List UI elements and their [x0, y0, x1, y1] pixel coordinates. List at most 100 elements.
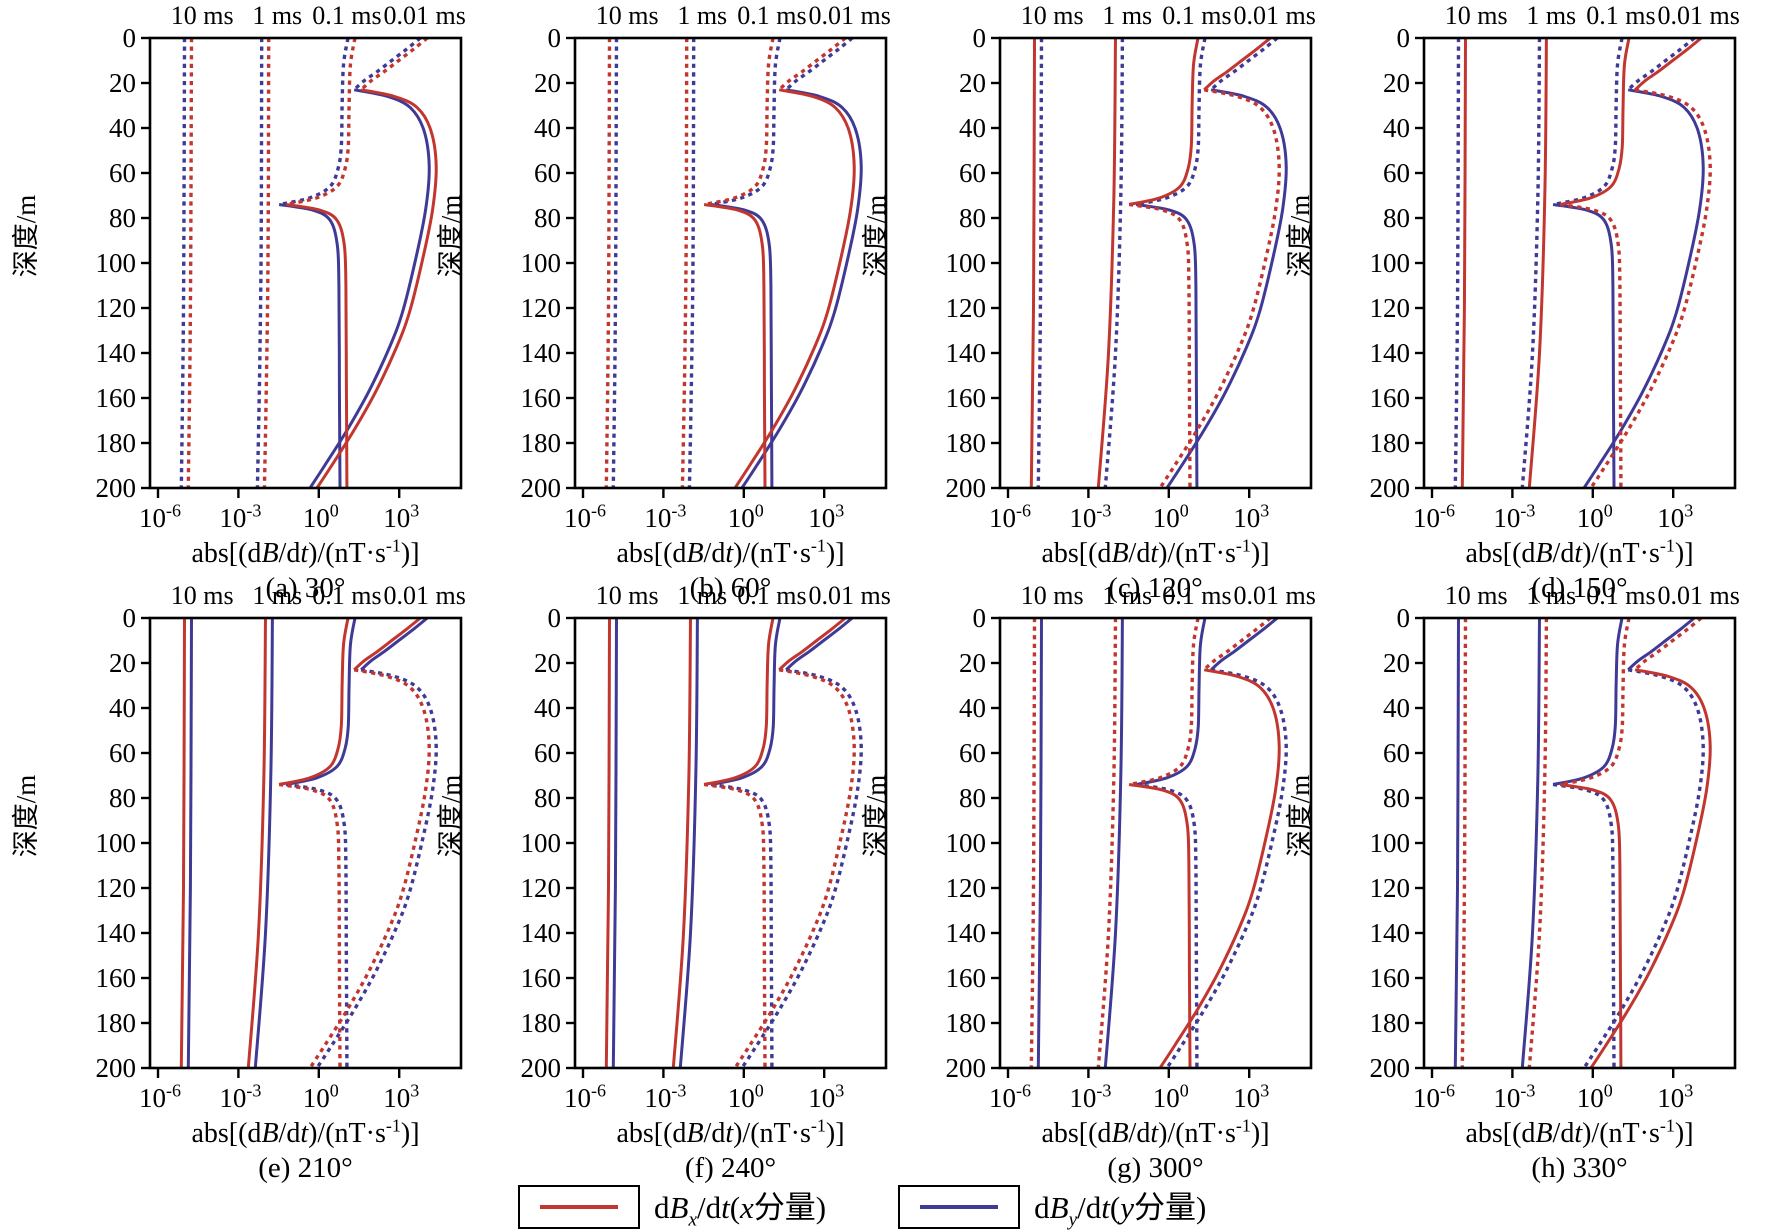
legend-label-x-component: dBx/dt(x分量)	[654, 1190, 827, 1231]
gate-label-h-2: 0.1 ms	[1586, 581, 1655, 610]
gate-label-a-0: 10 ms	[171, 1, 234, 30]
plot-frame-f	[573, 616, 888, 1070]
curve-c-gate0-red	[1029, 37, 1036, 489]
curve-b-gate1-red	[680, 37, 689, 489]
y-tick-label-d-200: 200	[1370, 473, 1411, 503]
y-tick-label-c-120: 120	[946, 293, 987, 323]
curve-g-gate0-blue	[1036, 617, 1043, 1069]
gate-label-h-0: 10 ms	[1445, 581, 1508, 610]
curve-c-gate3-red-upper	[1203, 36, 1272, 91]
x-tick-label-a--3: 10-3	[219, 501, 261, 533]
y-tick-label-d-40: 40	[1383, 113, 1410, 143]
y-tick-label-g-180: 180	[946, 1008, 987, 1038]
panel-c: 10 ms 1 ms 0.1 ms 0.01 ms 0 20 40 60 80 100 120 140…	[861, 1, 1316, 604]
x-tick-label-e-0: 100	[303, 1081, 339, 1113]
curve-a-gate1-blue	[255, 37, 264, 489]
curve-h-gate2-blue-upper	[1552, 617, 1624, 786]
curve-d-gate0-blue	[1453, 37, 1461, 489]
y-tick-label-a-40: 40	[109, 113, 136, 143]
curve-c-gate3-blue-lower	[1165, 88, 1288, 489]
legend-item-y-component: dBy/dt(y分量)	[898, 1182, 1206, 1231]
y-tick-label-g-0: 0	[973, 603, 987, 633]
x-tick-label-c--6: 10-6	[989, 501, 1031, 533]
y-tick-label-a-60: 60	[109, 158, 136, 188]
caption-h: (h) 330°	[1531, 1152, 1627, 1184]
curve-a-gate3-blue-lower	[308, 88, 431, 489]
y-tick-label-f-60: 60	[534, 738, 561, 768]
y-tick-label-f-100: 100	[521, 828, 562, 858]
y-tick-label-c-80: 80	[959, 203, 986, 233]
gate-label-a-3: 0.01 ms	[383, 1, 465, 30]
x-tick-label-g--3: 10-3	[1069, 1081, 1111, 1113]
y-tick-label-b-40: 40	[534, 113, 561, 143]
curve-e-gate2-red-upper	[278, 617, 350, 786]
curve-a-gate2-red-lower	[285, 203, 349, 489]
y-tick-label-e-180: 180	[96, 1008, 137, 1038]
legend-swatch-box-x	[518, 1184, 640, 1229]
gate-label-c-0: 10 ms	[1021, 1, 1084, 30]
y-tick-label-e-100: 100	[96, 828, 137, 858]
gate-label-g-1: 1 ms	[1102, 581, 1152, 610]
panel-h: 10 ms 1 ms 0.1 ms 0.01 ms 0 20 40 60 80 100 120 140…	[1285, 581, 1740, 1184]
curve-f-gate2-blue-upper	[710, 617, 782, 786]
curve-f-gate1-red	[671, 617, 692, 1069]
y-tick-label-h-140: 140	[1370, 918, 1411, 948]
curve-d-gate3-red-lower	[1589, 88, 1712, 489]
gate-label-h-1: 1 ms	[1526, 581, 1576, 610]
y-axis-label-g: 深度/m	[861, 775, 891, 858]
y-tick-label-e-0: 0	[123, 603, 137, 633]
y-axis-label-d: 深度/m	[1285, 195, 1315, 278]
caption-g: (g) 300°	[1107, 1152, 1203, 1184]
y-tick-label-b-180: 180	[521, 428, 562, 458]
caption-c: (c) 120°	[1108, 572, 1203, 604]
gate-label-f-2: 0.1 ms	[737, 581, 806, 610]
y-tick-label-a-0: 0	[123, 23, 137, 53]
curve-c-gate2-blue-lower	[1135, 203, 1199, 489]
y-axis-label-h: 深度/m	[1285, 775, 1315, 858]
y-tick-label-g-120: 120	[946, 873, 987, 903]
curve-a-gate3-blue-upper	[353, 36, 422, 92]
curve-c-gate1-red	[1096, 37, 1117, 489]
curve-b-gate3-blue-upper	[784, 36, 854, 92]
x-tick-label-f-0: 100	[728, 1081, 764, 1113]
curve-g-gate2-red-lower	[1128, 783, 1192, 1069]
y-tick-label-g-100: 100	[946, 828, 987, 858]
y-tick-label-e-200: 200	[96, 1053, 137, 1083]
curve-c-gate2-blue-upper	[1135, 37, 1207, 207]
gate-label-b-1: 1 ms	[677, 1, 727, 30]
x-tick-label-a-3: 103	[383, 501, 419, 533]
x-tick-label-d-3: 103	[1657, 501, 1693, 533]
curve-e-gate3-red-upper	[353, 616, 422, 671]
y-tick-label-c-140: 140	[946, 338, 987, 368]
y-tick-label-c-200: 200	[946, 473, 987, 503]
y-tick-label-b-200: 200	[521, 473, 562, 503]
y-axis-label-f: 深度/m	[436, 775, 466, 858]
y-axis-label-c: 深度/m	[861, 195, 891, 278]
gate-label-a-1: 1 ms	[252, 1, 302, 30]
curve-f-gate1-blue	[678, 617, 699, 1069]
y-tick-label-b-20: 20	[534, 68, 561, 98]
x-tick-label-h-0: 100	[1577, 1081, 1613, 1113]
y-tick-label-e-140: 140	[96, 918, 137, 948]
curve-g-gate2-blue-upper	[1135, 617, 1207, 786]
curve-f-gate3-red-upper	[778, 616, 847, 671]
y-tick-label-d-80: 80	[1383, 203, 1410, 233]
curve-b-gate2-blue-upper	[710, 37, 782, 207]
y-tick-label-g-200: 200	[946, 1053, 987, 1083]
curve-f-gate3-blue-lower	[740, 668, 863, 1069]
curve-c-gate3-blue-upper	[1209, 36, 1279, 92]
x-tick-label-d--3: 10-3	[1493, 501, 1535, 533]
x-tick-label-e-3: 103	[383, 1081, 419, 1113]
curve-b-gate2-blue-lower	[710, 203, 774, 489]
x-tick-label-h--6: 10-6	[1413, 1081, 1455, 1113]
curve-c-gate1-blue	[1103, 37, 1125, 489]
x-tick-label-c-0: 100	[1153, 501, 1189, 533]
y-axis-label-b: 深度/m	[436, 195, 466, 278]
curve-f-gate2-blue-lower	[710, 782, 774, 1069]
x-tick-label-c-3: 103	[1233, 501, 1269, 533]
curve-f-gate3-red-lower	[733, 668, 856, 1069]
y-tick-label-f-200: 200	[521, 1053, 562, 1083]
curve-c-gate2-red-upper	[1128, 37, 1200, 206]
y-tick-label-e-160: 160	[96, 963, 137, 993]
x-tick-label-f-3: 103	[808, 1081, 844, 1113]
